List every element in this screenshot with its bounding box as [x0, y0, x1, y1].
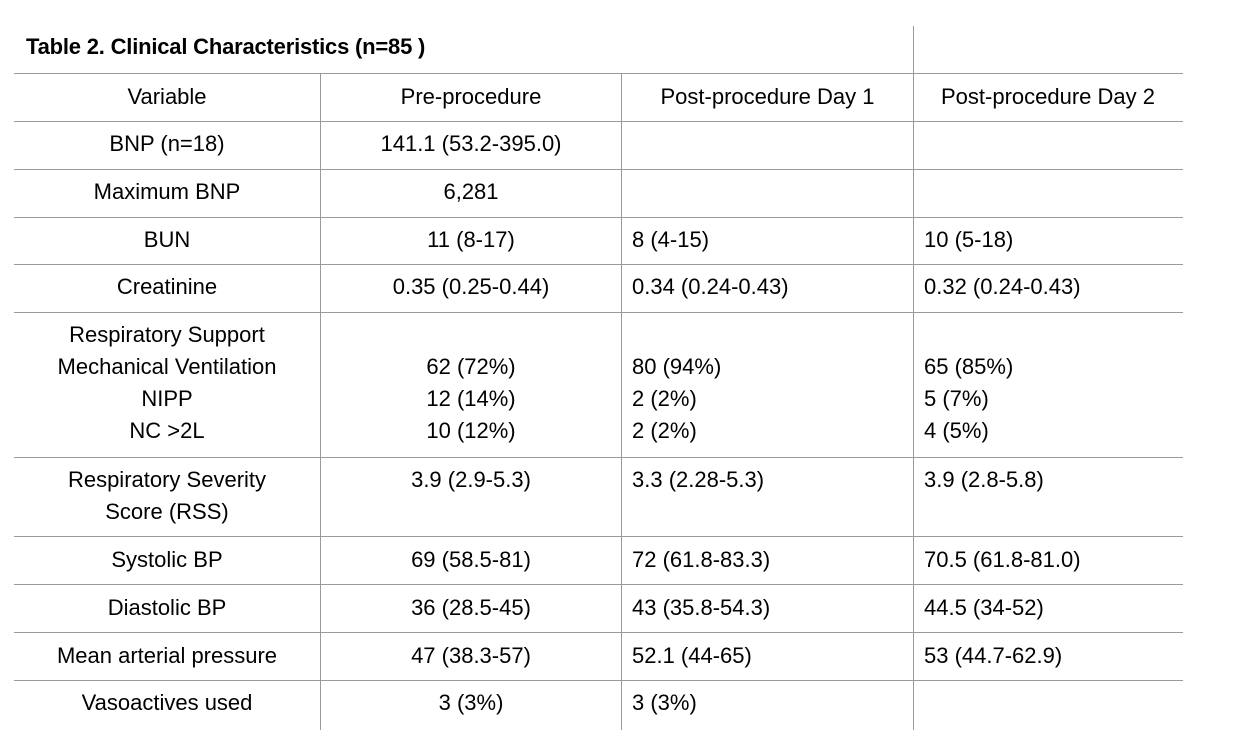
grid-line: [14, 169, 1183, 170]
row-day1: 8 (4-15): [632, 227, 710, 252]
row-day2: 5 (7%): [924, 386, 989, 411]
row-day1: 43 (35.8-54.3): [632, 595, 771, 620]
row-pre: 10 (12%): [426, 418, 516, 443]
row-variable: Vasoactives used: [81, 690, 253, 715]
row-pre: 69 (58.5-81): [411, 547, 531, 572]
row-pre: 36 (28.5-45): [411, 595, 531, 620]
row-variable: Diastolic BP: [107, 595, 227, 620]
row-day1-stack: 80 (94%) 2 (2%) 2 (2%): [632, 319, 912, 447]
grid-line: [14, 264, 1183, 265]
row-pre: 3.9 (2.9-5.3): [411, 467, 531, 492]
grid-line: [14, 680, 1183, 681]
row-day2: 70.5 (61.8-81.0): [924, 547, 1081, 572]
row-day1: 2 (2%): [632, 386, 697, 411]
row-day2: 4 (5%): [924, 418, 989, 443]
grid-line: [14, 312, 1183, 313]
row-pre: 11 (8-17): [427, 227, 515, 252]
header-post-day1: Post-procedure Day 1: [660, 84, 875, 109]
row-variable: BNP (n=18): [109, 131, 225, 156]
table-title: Table 2. Clinical Characteristics (n=85 …: [26, 34, 426, 59]
row-day2: 3.9 (2.8-5.8): [924, 467, 1044, 492]
row-variable: Systolic BP: [111, 547, 223, 572]
grid-line: [14, 457, 1183, 458]
row-day2: 65 (85%): [924, 354, 1014, 379]
row-day2-stack: 65 (85%) 5 (7%) 4 (5%): [924, 319, 1182, 447]
row-variable: Mean arterial pressure: [56, 643, 278, 668]
grid-line: [913, 26, 914, 730]
grid-line: [14, 73, 1183, 74]
row-variable: NC >2L: [129, 418, 205, 443]
row-variable-stack: Respiratory Support Mechanical Ventilati…: [14, 319, 320, 447]
row-day1: 2 (2%): [632, 418, 697, 443]
row-day1: 72 (61.8-83.3): [632, 547, 771, 572]
row-pre-stack: 62 (72%) 12 (14%) 10 (12%): [321, 319, 621, 447]
row-pre: 0.35 (0.25-0.44): [392, 274, 550, 299]
row-day2: 44.5 (34-52): [924, 595, 1044, 620]
grid-line: [320, 74, 321, 730]
row-variable: Respiratory Support: [69, 322, 265, 347]
grid-line: [14, 632, 1183, 633]
header-post-day2: Post-procedure Day 2: [941, 84, 1155, 109]
row-day2: 0.32 (0.24-0.43): [924, 274, 1081, 299]
row-variable-stack: Respiratory Severity Score (RSS): [14, 464, 320, 528]
row-variable: NIPP: [141, 386, 193, 411]
row-pre: 12 (14%): [426, 386, 516, 411]
row-variable: BUN: [143, 227, 191, 252]
row-variable: Creatinine: [116, 274, 218, 299]
row-pre: 62 (72%): [426, 354, 516, 379]
header-pre-procedure: Pre-procedure: [400, 84, 542, 109]
row-pre: 47 (38.3-57): [411, 643, 531, 668]
grid-line: [14, 584, 1183, 585]
row-variable: Respiratory Severity: [67, 467, 267, 492]
row-pre: [321, 319, 621, 351]
row-pre: 3 (3%): [438, 690, 504, 715]
header-variable: Variable: [127, 84, 207, 109]
row-day2: [924, 319, 1182, 351]
row-pre: 141.1 (53.2-395.0): [380, 131, 562, 156]
grid-line: [14, 217, 1183, 218]
row-variable: Mechanical Ventilation: [57, 354, 277, 379]
grid-line: [621, 74, 622, 730]
row-pre: 6,281: [443, 179, 499, 204]
row-day1: [632, 319, 912, 351]
row-variable: Maximum BNP: [93, 179, 241, 204]
row-day1: 52.1 (44-65): [632, 643, 752, 668]
row-day1: 0.34 (0.24-0.43): [632, 274, 789, 299]
grid-line: [14, 121, 1183, 122]
row-day1: 3 (3%): [632, 690, 697, 715]
row-day1: 3.3 (2.28-5.3): [632, 467, 765, 492]
row-variable: Score (RSS): [105, 499, 229, 524]
row-day1: 80 (94%): [632, 354, 722, 379]
row-day2: 10 (5-18): [924, 227, 1014, 252]
grid-line: [14, 536, 1183, 537]
row-day2: 53 (44.7-62.9): [924, 643, 1063, 668]
